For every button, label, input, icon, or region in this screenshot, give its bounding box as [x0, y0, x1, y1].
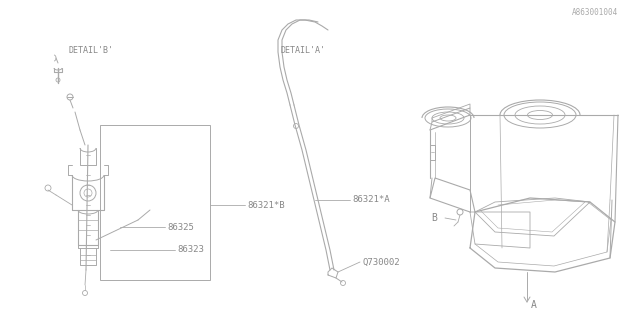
- Bar: [100, 125, 210, 280]
- Text: DETAIL'A': DETAIL'A': [280, 45, 325, 54]
- Text: A863001004: A863001004: [572, 7, 618, 17]
- Text: 86325: 86325: [167, 222, 194, 231]
- Text: A: A: [531, 300, 537, 310]
- Text: 86321*A: 86321*A: [352, 196, 390, 204]
- Text: DETAIL'B': DETAIL'B': [68, 45, 113, 54]
- Text: B: B: [431, 213, 437, 223]
- Text: 86321*B: 86321*B: [247, 201, 285, 210]
- Text: 86323: 86323: [177, 245, 204, 254]
- Text: Q730002: Q730002: [362, 258, 399, 267]
